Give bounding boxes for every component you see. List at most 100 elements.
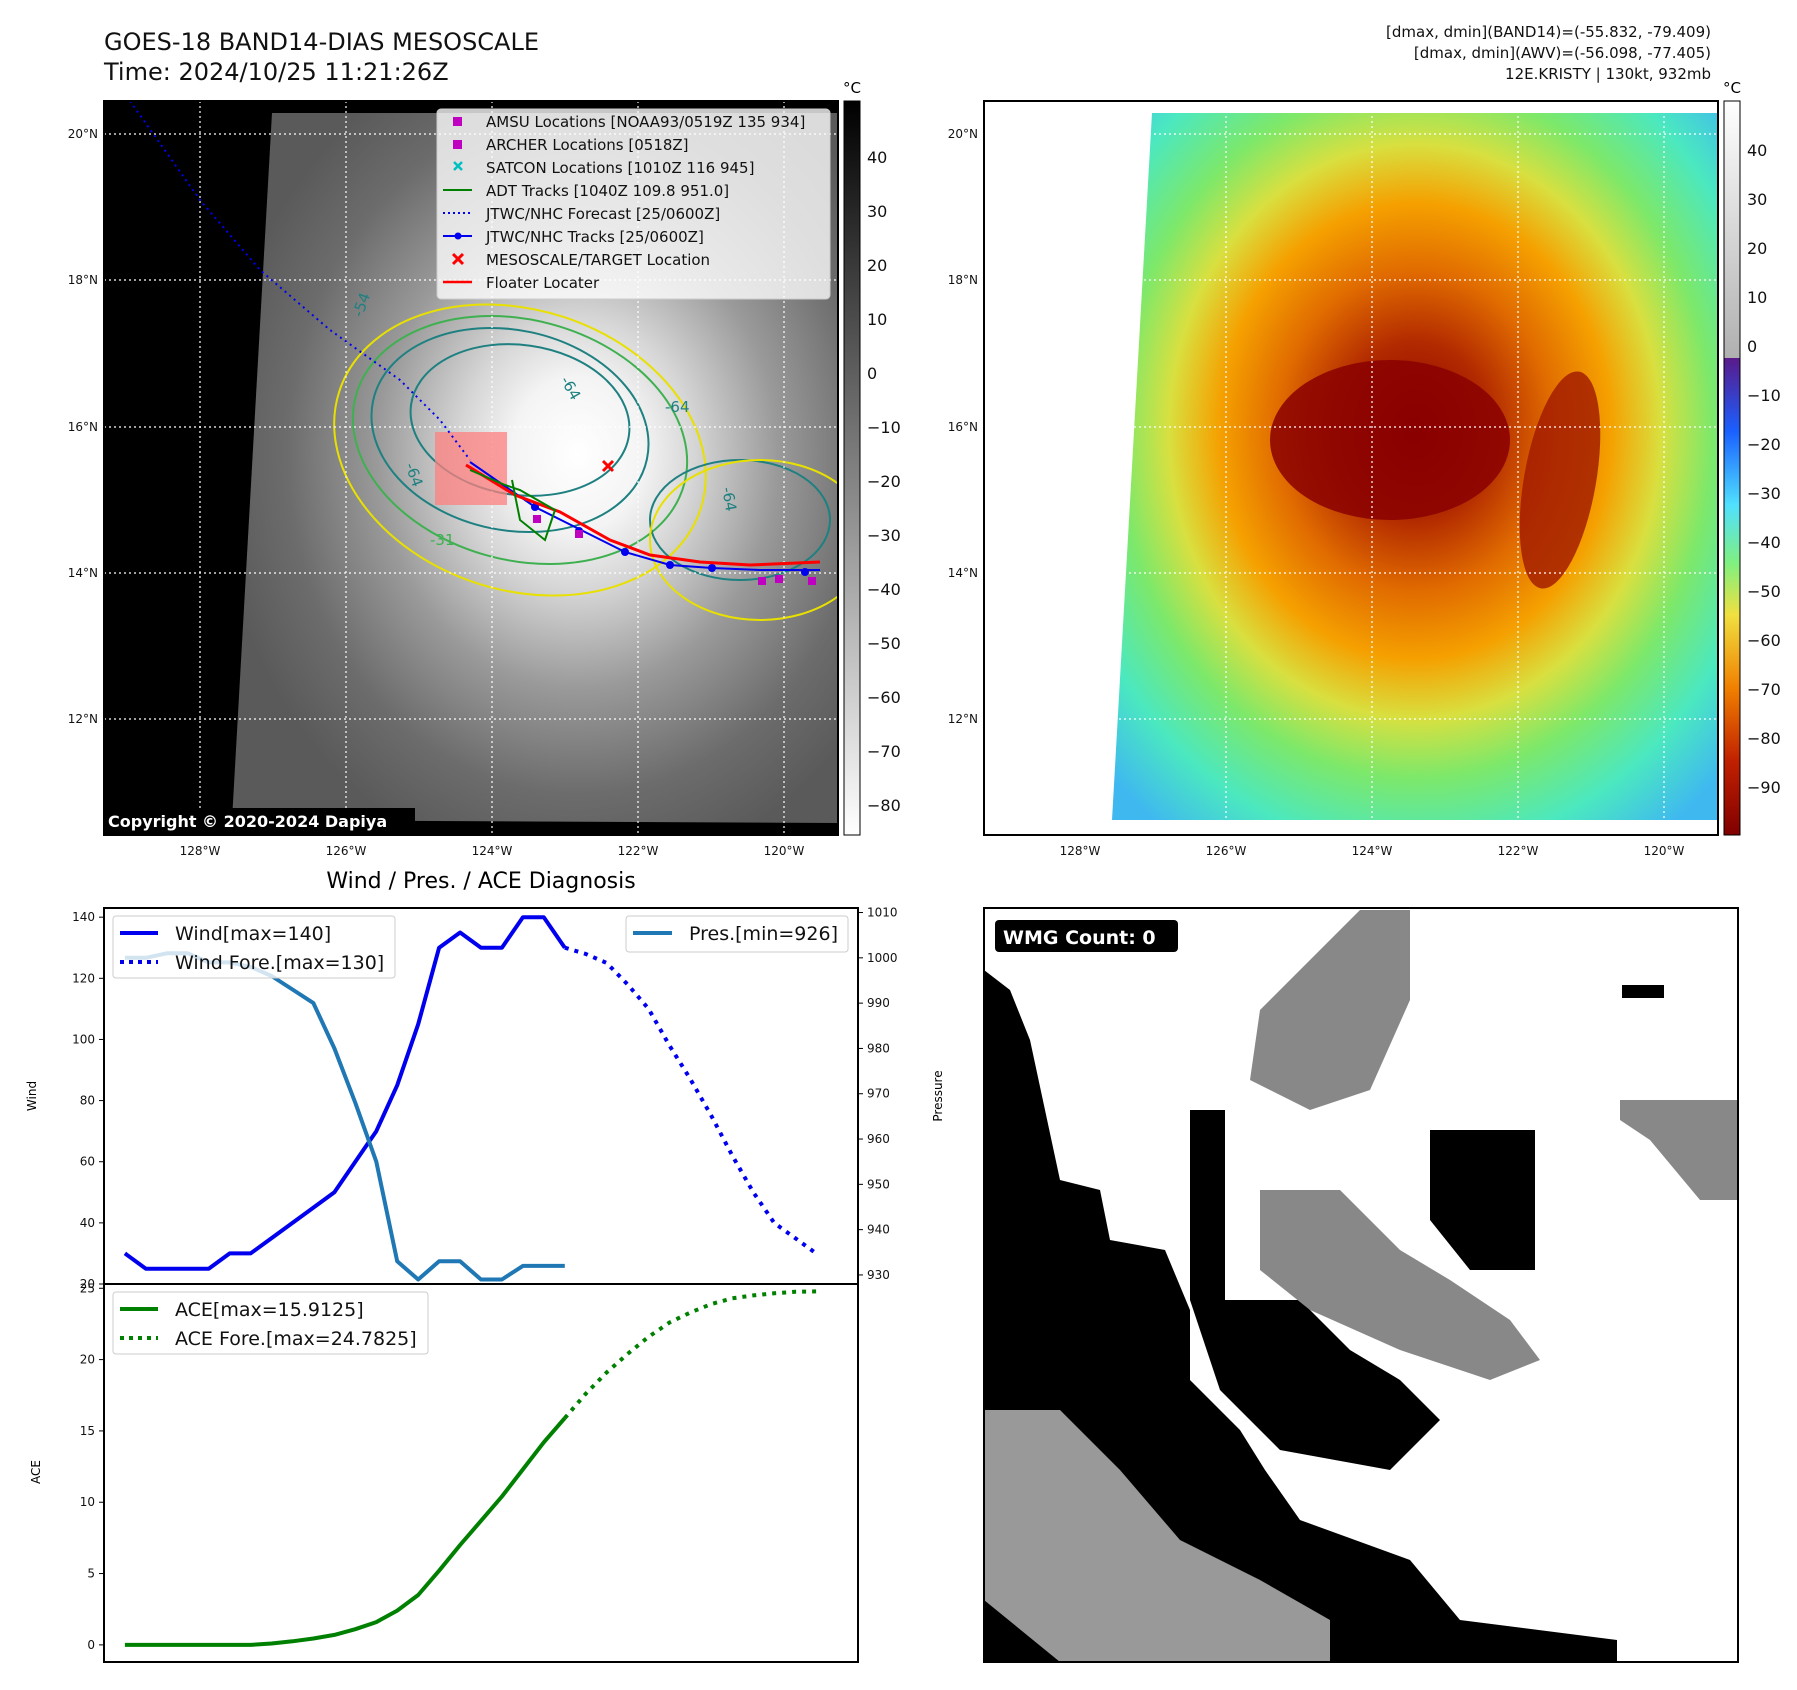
wmg-badge-text: WMG Count: 0: [1003, 927, 1156, 949]
pressure-tick-label: 1000: [867, 951, 898, 965]
diagnosis-title: Wind / Pres. / ACE Diagnosis: [326, 869, 635, 894]
adt-track: [469, 469, 557, 542]
pressure-tick-label: 1010: [867, 906, 898, 920]
ir-colorbar-tick: 30: [867, 202, 887, 221]
ace-tick-label: 5: [87, 1567, 95, 1581]
awv-colorbar-tick: −70: [1747, 680, 1781, 699]
awv-colorbar-tick: −10: [1747, 386, 1781, 405]
awv-colorbar-tick: 0: [1747, 337, 1757, 356]
jtwc-forecast-track: [129, 100, 471, 461]
legend-label: ADT Tracks [1040Z 109.8 951.0]: [486, 182, 729, 200]
ace-chart: ACE 0 5 10 15 20 25 ACE[max=15.9125] ACE Fore…: [29, 1281, 859, 1663]
awv-colorbar-tick: 20: [1747, 239, 1767, 258]
legend-label: JTWC/NHC Tracks [25/0600Z]: [485, 228, 704, 246]
wmg-panel: WMG Count: 0: [983, 907, 1739, 1663]
ir-colorbar-tick: −40: [867, 580, 901, 599]
legend-label: JTWC/NHC Forecast [25/0600Z]: [485, 205, 720, 223]
ace-tick-label: 15: [80, 1424, 95, 1438]
legend-label: MESOSCALE/TARGET Location: [486, 251, 710, 269]
awv-lon-label: 128°W: [1060, 844, 1101, 858]
legend-label: ARCHER Locations [0518Z]: [486, 136, 689, 154]
awv-colorbar-tick: −30: [1747, 484, 1781, 503]
ace-tick-label: 25: [80, 1281, 95, 1295]
pressure-tick-label: 940: [867, 1223, 890, 1237]
legend-marker-satcon: [453, 161, 463, 171]
awv-colorbar-tick: −50: [1747, 582, 1781, 601]
wind-tick-label: 140: [72, 910, 95, 924]
ir-colorbar-tick: −10: [867, 418, 901, 437]
pressure-tick-label: 970: [867, 1087, 890, 1101]
awv-colorbar-tick: 40: [1747, 141, 1767, 160]
wind-tick-label: 80: [80, 1094, 95, 1108]
awv-gridlines: [984, 101, 1718, 835]
legend-label: ACE Fore.[max=24.7825]: [175, 1328, 417, 1350]
wind-pressure-chart: Wind / Pres. / ACE Diagnosis Wind Pressu…: [25, 869, 945, 1291]
awv-lon-label: 124°W: [1352, 844, 1393, 858]
ir-colorbar-tick: −30: [867, 526, 901, 545]
awv-lon-label: 122°W: [1498, 844, 1539, 858]
mesoscale-target-marker: [601, 459, 615, 473]
ace-axis-label: ACE: [29, 1460, 43, 1484]
ir-colorbar: °C 40 30 20 10 0 −10 −20 −30 −40 −50 −60…: [843, 79, 901, 836]
awv-colorbar-unit: °C: [1723, 79, 1741, 97]
pressure-axis-label: Pressure: [931, 1070, 945, 1121]
ir-colorbar-tick: 10: [867, 310, 887, 329]
legend-marker-amsu: [453, 117, 462, 126]
jtwc-track: [469, 461, 820, 571]
wind-tick-label: 100: [72, 1032, 95, 1046]
copyright-text: Copyright © 2020-2024 Dapiya: [108, 812, 387, 831]
legend-label: Pres.[min=926]: [689, 923, 838, 945]
legend-label: Wind Fore.[max=130]: [175, 952, 384, 974]
ir-lat-label: 12°N: [68, 712, 98, 726]
pressure-tick-label: 990: [867, 996, 890, 1010]
ir-colorbar-tick: −80: [867, 796, 901, 815]
ir-legend: AMSU Locations [NOAA93/0519Z 135 934] AR…: [436, 108, 831, 300]
contour-label: -64: [665, 398, 690, 416]
awv-colorbar-tick: −80: [1747, 729, 1781, 748]
ace-series-line: [124, 1416, 567, 1647]
awv-colorbar-tick: −60: [1747, 631, 1781, 650]
awv-stats: [dmax, dmin](AWV)=(-56.098, -77.405): [1413, 44, 1711, 62]
figure-title: GOES-18 BAND14-DIAS MESOSCALE: [104, 28, 540, 56]
ir-colorbar-unit: °C: [843, 79, 861, 97]
ir-lat-label: 18°N: [68, 273, 98, 287]
ir-lon-label: 122°W: [618, 844, 659, 858]
pressure-tick-label: 930: [867, 1268, 890, 1282]
ir-colorbar-tick: 0: [867, 364, 877, 383]
pressure-tick-label: 980: [867, 1041, 890, 1055]
legend-label: Wind[max=140]: [175, 923, 331, 945]
ace-tick-label: 0: [87, 1638, 95, 1652]
legend-label: SATCON Locations [1010Z 116 945]: [486, 159, 754, 177]
ir-colorbar-tick: −70: [867, 742, 901, 761]
awv-colorbar-tick: −20: [1747, 435, 1781, 454]
legend-label: AMSU Locations [NOAA93/0519Z 135 934]: [486, 113, 805, 131]
ir-lat-label: 16°N: [68, 420, 98, 434]
ir-colorbar-tick: −60: [867, 688, 901, 707]
storm-info: 12E.KRISTY | 130kt, 932mb: [1505, 65, 1711, 83]
awv-lat-label: 20°N: [948, 127, 978, 141]
legend-label: Floater Locater: [486, 274, 600, 292]
figure-time: Time: 2024/10/25 11:21:26Z: [104, 58, 449, 86]
legend-label: ACE[max=15.9125]: [175, 1299, 364, 1321]
wind-series-line: [123, 915, 567, 1271]
ir-colorbar-tick: −20: [867, 472, 901, 491]
awv-lat-label: 18°N: [948, 273, 978, 287]
wind-tick-label: 60: [80, 1155, 95, 1169]
ir-lon-label: 124°W: [472, 844, 513, 858]
ir-lat-label: 14°N: [68, 566, 98, 580]
wind-tick-label: 20: [80, 1277, 95, 1291]
awv-colorbar-tick: −40: [1747, 533, 1781, 552]
awv-colorbar-tick: 30: [1747, 190, 1767, 209]
pressure-tick-label: 960: [867, 1132, 890, 1146]
ir-lon-label: 120°W: [764, 844, 805, 858]
legend-marker-target: [451, 252, 465, 266]
awv-map-panel: [983, 100, 1719, 836]
awv-lat-label: 14°N: [948, 566, 978, 580]
awv-colorbar-tick: −90: [1747, 778, 1781, 797]
pressure-legend: Pres.[min=926]: [625, 915, 849, 953]
amsu-markers: [533, 515, 816, 585]
floater-locater-track: [465, 463, 821, 567]
legend-marker-archer: [453, 140, 462, 149]
ir-colorbar-tick: 20: [867, 256, 887, 275]
awv-lon-label: 126°W: [1206, 844, 1247, 858]
